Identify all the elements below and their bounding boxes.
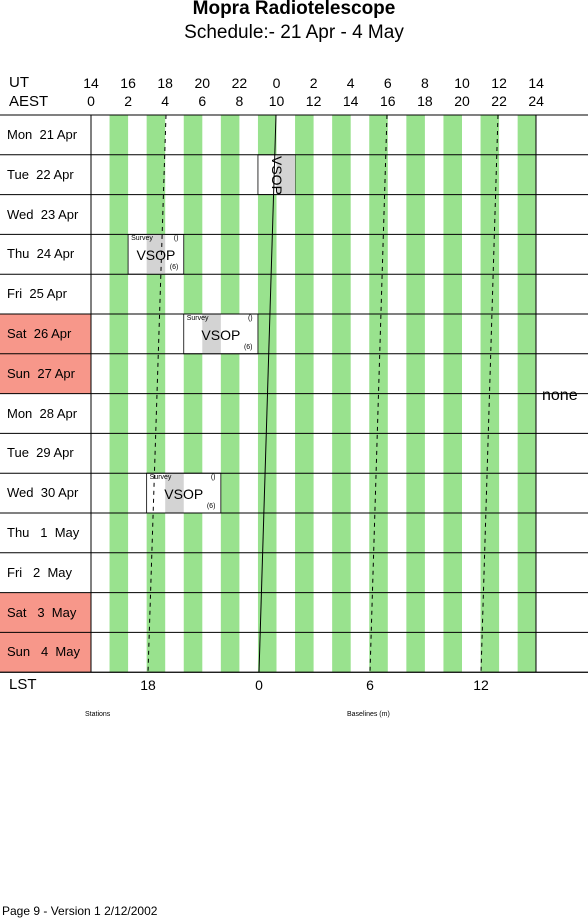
aest-tick-label: 12 (305, 93, 322, 109)
lst-axis-label: LST (9, 676, 37, 693)
weekend-cell (0, 632, 91, 673)
aest-axis-label: AEST (9, 93, 49, 110)
day-label: Sat 26 Apr (7, 326, 72, 341)
lst-line (147, 114, 167, 673)
ut-tick-label: 6 (383, 75, 392, 91)
aest-tick-label: 8 (235, 93, 244, 109)
ut-tick-label: 14 (528, 75, 544, 91)
lst-tick-label: 0 (255, 677, 263, 693)
stations-label: Stations (85, 711, 111, 718)
booking-top-right: () (210, 474, 216, 482)
page-footer: Page 9 - Version 1 2/12/2002 (2, 904, 158, 918)
day-label: Fri 2 May (7, 564, 73, 580)
page-subtitle: Schedule:- 21 Apr - 4 May (184, 22, 404, 43)
day-label: Thu 1 May (7, 525, 80, 540)
booking-top-right: () (247, 315, 253, 322)
booking-survey-tag: Survey (186, 315, 209, 322)
day-label: Thu 24 Apr (7, 246, 75, 262)
day-label: Sun 27 Apr (7, 365, 75, 381)
aest-tick-label: 20 (454, 93, 470, 109)
day-label: Wed 23 Apr (7, 206, 79, 222)
lst-line (480, 114, 499, 673)
weekend-cell (0, 314, 91, 354)
ut-tick-label: 0 (272, 75, 281, 91)
ut-tick-label: 2 (309, 75, 318, 91)
booking-label: VSOP (164, 486, 204, 503)
aest-tick-label: 2 (124, 93, 132, 109)
booking-label: VSOP (268, 155, 285, 195)
page-title: Mopra Radiotelescope (192, 0, 396, 19)
day-label: Fri 25 Apr (7, 286, 67, 302)
ut-tick-label: 20 (194, 75, 211, 91)
ut-tick-label: 4 (346, 75, 355, 91)
day-label: Mon 21 Apr (7, 127, 78, 142)
day-label: Tue 22 Apr (7, 166, 74, 182)
day-label: Sun 4 May (7, 644, 80, 660)
ut-tick-label: 10 (454, 75, 470, 91)
aest-tick-label: 18 (417, 93, 433, 109)
aest-tick-label: 14 (342, 93, 359, 109)
booking-bottom-right: (6) (206, 503, 216, 510)
booking-bottom-right: (6) (169, 264, 179, 272)
day-label: Mon 28 Apr (7, 405, 78, 421)
aest-tick-label: 4 (161, 93, 170, 109)
day-label: Sat 3 May (7, 604, 77, 620)
baselines-label: Baselines (m) (347, 711, 390, 718)
aest-tick-label: 24 (528, 93, 544, 109)
lst-tick-label: 12 (473, 677, 489, 693)
day-label: Tue 29 Apr (7, 445, 74, 461)
ut-axis-label: UT (9, 74, 29, 91)
ut-tick-label: 14 (83, 75, 99, 91)
ut-tick-label: 22 (231, 75, 248, 91)
lst-tick-label: 6 (366, 677, 374, 693)
booking-shade (276, 154, 296, 195)
booking-shade (202, 314, 221, 354)
side-note: none (542, 387, 578, 404)
lst-line (258, 114, 277, 673)
weekend-cell (0, 592, 91, 633)
booking-bottom-right: (6) (243, 343, 253, 351)
ut-tick-label: 8 (420, 75, 429, 91)
aest-tick-label: 16 (380, 93, 396, 109)
lst-line (369, 114, 388, 673)
lst-tick-label: 18 (140, 677, 156, 693)
booking-survey-tag: Survey (149, 474, 172, 482)
aest-tick-label: 0 (87, 93, 95, 109)
ut-tick-label: 18 (157, 75, 173, 91)
aest-tick-label: 10 (268, 93, 285, 109)
booking-shade (165, 473, 184, 513)
booking-survey-tag: Survey (131, 235, 153, 243)
ut-tick-label: 12 (491, 75, 507, 91)
booking-label: VSOP (201, 327, 241, 343)
weekend-cell (0, 353, 91, 394)
ut-tick-label: 16 (120, 75, 136, 91)
aest-tick-label: 22 (491, 93, 507, 109)
aest-tick-label: 6 (198, 93, 207, 109)
booking-top-right: () (173, 235, 179, 243)
day-label: Wed 30 Apr (7, 485, 79, 501)
booking-shade (146, 234, 166, 275)
booking-label: VSOP (136, 247, 176, 264)
